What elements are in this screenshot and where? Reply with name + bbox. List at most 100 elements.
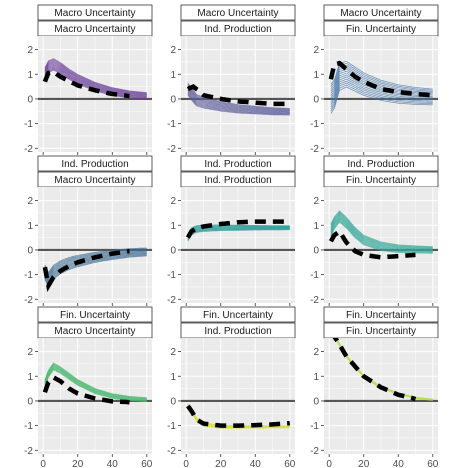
strip-top-box (180, 4, 296, 21)
y-tick-label: 2 (313, 45, 319, 56)
series-line (44, 248, 147, 275)
series-line (44, 368, 147, 402)
strip-top-box (323, 306, 439, 323)
strip-bottom-label: Macro Uncertainty (54, 175, 135, 186)
series-line (330, 86, 433, 114)
series-group (186, 403, 291, 429)
series-line (330, 216, 433, 251)
dashed-estimate-line (42, 374, 130, 405)
y-tick-label: 2 (27, 347, 33, 358)
series-line (44, 366, 147, 401)
strip-top-box (323, 4, 439, 21)
dashed-estimate-line (42, 69, 130, 99)
strip-bottom-label: Fin. Uncertainty (346, 24, 416, 35)
series-line (44, 247, 147, 274)
strip-bottom-label: Fin. Uncertainty (346, 326, 416, 337)
series-line (44, 365, 147, 400)
y-tick-label: 1 (170, 372, 176, 383)
y-tick-label: -1 (167, 421, 176, 432)
series-line (187, 89, 290, 113)
x-tick-label: 20 (72, 459, 84, 468)
y-tick-label: -1 (310, 421, 319, 432)
series-line (187, 86, 290, 111)
dashed-estimate-line (332, 338, 417, 402)
series-line (330, 66, 433, 94)
series-line (330, 210, 433, 248)
series-line (330, 211, 433, 248)
series-line (44, 63, 147, 97)
strip-bottom-label: Ind. Production (204, 175, 271, 186)
y-tick-label: 0 (313, 396, 319, 407)
strip-top-label: Fin. Uncertainty (346, 310, 416, 321)
series-line (44, 255, 147, 288)
series-line (44, 369, 147, 403)
y-tick-label: 0 (27, 94, 33, 105)
strip-top-box (37, 4, 153, 21)
x-tick-label: 40 (250, 459, 262, 468)
series-line (330, 70, 433, 96)
series-line (187, 92, 290, 115)
series-line (330, 78, 433, 105)
series-line (330, 62, 433, 91)
x-tick-label: 60 (284, 459, 296, 468)
panel-4: Ind. Production Macro Uncertainty -2 -1 0 1 2 (24, 155, 153, 306)
series-line (44, 61, 147, 95)
y-tick-label: -2 (24, 144, 33, 155)
y-tick-label: 0 (170, 245, 176, 256)
strip-top-box (180, 306, 296, 323)
series-line (330, 72, 433, 99)
y-tick-label: -2 (310, 295, 319, 306)
series-line (330, 217, 433, 252)
y-tick-label: 2 (313, 196, 319, 207)
strip-top-label: Macro Uncertainty (340, 8, 421, 19)
strip-top-box (37, 306, 153, 323)
series-group (42, 58, 147, 100)
series-line (330, 82, 433, 110)
y-tick-label: -1 (310, 270, 319, 281)
x-tick-label: 0 (40, 459, 46, 468)
y-tick-label: -2 (167, 446, 176, 457)
series-line (330, 219, 433, 253)
panel-5: Ind. Production Ind. Production -2 -1 0 1 2 (167, 155, 296, 306)
series-line (330, 80, 433, 108)
dashed-estimate-line (185, 219, 290, 239)
series-line (44, 59, 147, 94)
y-tick-label: 2 (170, 45, 176, 56)
x-tick-label: 60 (141, 459, 153, 468)
y-tick-label: 0 (27, 396, 33, 407)
series-line (330, 218, 433, 252)
dashed-estimate-line (186, 84, 290, 107)
series-line (44, 363, 147, 399)
series-line (44, 363, 147, 399)
series-line (187, 88, 290, 112)
y-tick-label: 1 (170, 221, 176, 232)
y-tick-label: -2 (310, 446, 319, 457)
series-group (185, 219, 290, 242)
strip-top-label: Ind. Production (347, 159, 414, 170)
x-tick-label: 60 (427, 459, 439, 468)
y-tick-label: 1 (27, 70, 33, 81)
y-tick-label: 2 (27, 196, 33, 207)
series-line (44, 362, 147, 399)
dashed-estimate-line (328, 228, 416, 260)
strip-top-box (323, 155, 439, 172)
series-line (330, 76, 433, 103)
panel-2: Macro Uncertainty Ind. Production -2 -1 0 1 2 (167, 4, 296, 155)
series-line (187, 93, 290, 115)
strip-top-box (37, 155, 153, 172)
dashed-estimate-line (186, 404, 291, 428)
series-line (187, 87, 290, 112)
series-line (330, 60, 433, 90)
series-line (330, 84, 433, 112)
y-tick-label: -1 (310, 119, 319, 130)
series-line (187, 90, 290, 114)
strip-bottom-label: Ind. Production (204, 24, 271, 35)
series-group (328, 210, 433, 260)
series-group (42, 247, 147, 292)
y-tick-label: -1 (167, 119, 176, 130)
y-tick-label: 2 (170, 347, 176, 358)
y-tick-label: 2 (27, 45, 33, 56)
